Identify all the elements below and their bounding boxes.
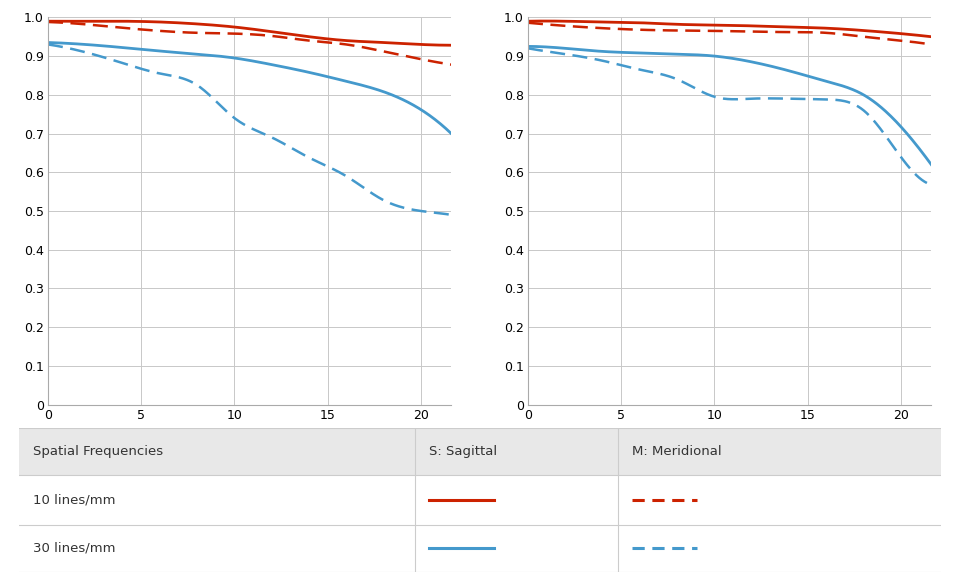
Text: f=6.3: f=6.3 [710,466,749,480]
Text: M: Meridional: M: Meridional [632,445,722,458]
Text: S: Sagittal: S: Sagittal [429,445,497,458]
Bar [19,525,941,572]
Legend: S10, M10, S30, M30: S10, M10, S30, M30 [104,438,396,461]
Text: Spatial Frequencies: Spatial Frequencies [33,445,163,458]
Text: • Wide: • Wide [32,0,84,2]
Text: 30 lines/mm: 30 lines/mm [33,542,115,555]
Legend: S10, M10, S30, M30: S10, M10, S30, M30 [584,438,876,461]
Text: • Tele: • Tele [512,0,556,2]
Bar [19,428,941,475]
Text: f=4: f=4 [237,466,262,480]
Bar [19,475,941,525]
Text: 10 lines/mm: 10 lines/mm [33,494,115,506]
